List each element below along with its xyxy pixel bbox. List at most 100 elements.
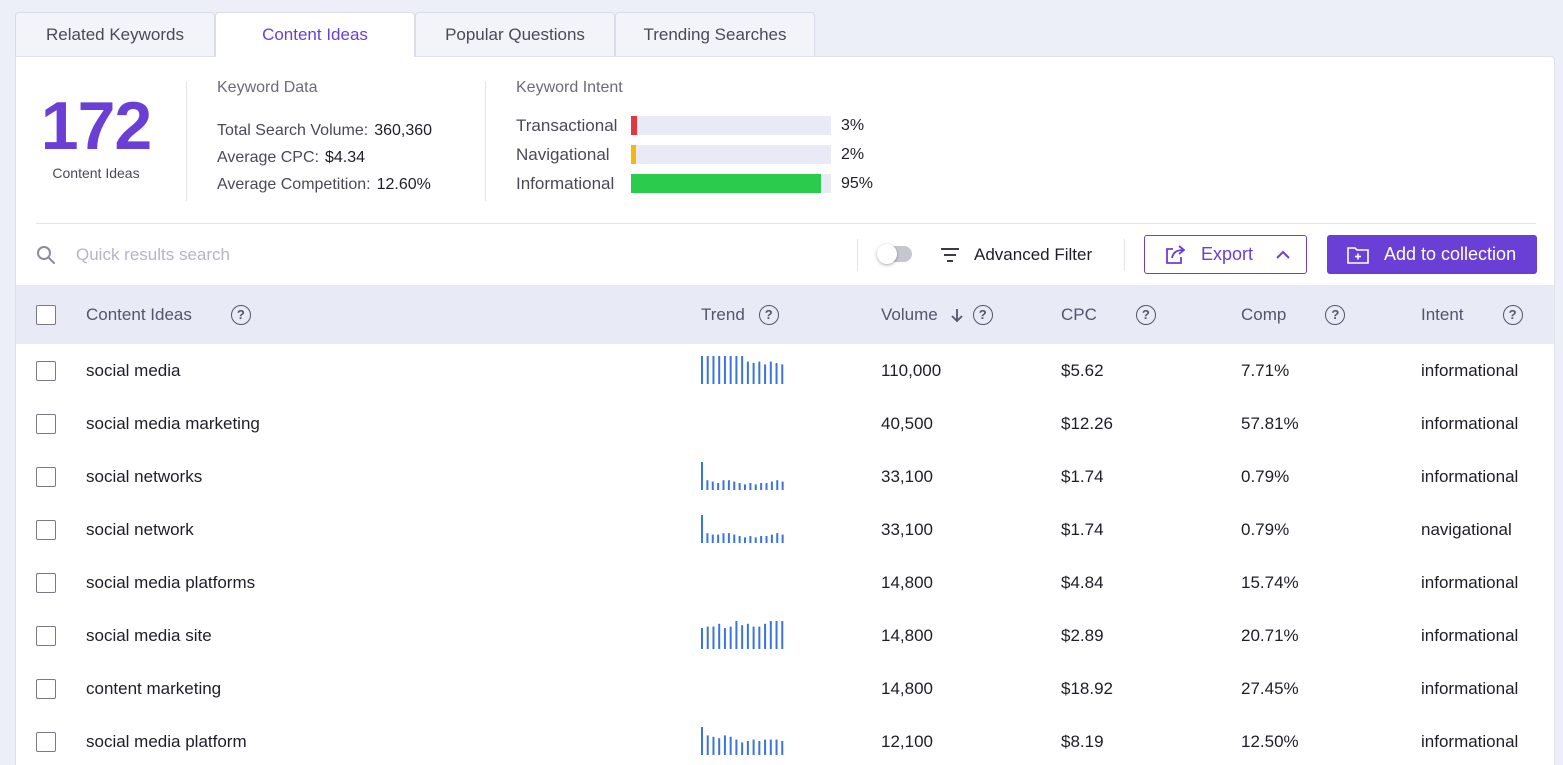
table-row[interactable]: social media 110,000 $5.62 7.71% information… <box>16 344 1554 397</box>
trend-bar <box>712 736 715 755</box>
tab-popular-questions[interactable]: Popular Questions <box>415 12 615 56</box>
trend-bar <box>781 481 784 490</box>
keyword-cell[interactable]: social media site <box>86 625 212 645</box>
column-header-comp[interactable]: Comp ? <box>1241 285 1346 344</box>
row-checkbox[interactable] <box>36 678 56 699</box>
column-header-intent[interactable]: Intent ? <box>1421 285 1523 344</box>
table-row[interactable]: social media platforms 14,800 $4.84 15.74% i… <box>16 556 1554 609</box>
export-label: Export <box>1201 244 1254 264</box>
content-panel: 172 Content Ideas Keyword Data Total Sea… <box>15 56 1555 765</box>
intent-bar-fill <box>631 116 637 135</box>
select-all-checkbox[interactable] <box>36 304 56 325</box>
row-checkbox[interactable] <box>36 360 56 381</box>
divider <box>36 223 1536 224</box>
help-icon[interactable]: ? <box>1325 304 1346 325</box>
cpc-cell: $2.89 <box>1061 625 1104 645</box>
help-icon[interactable]: ? <box>230 304 251 325</box>
row-checkbox-cell <box>36 556 56 609</box>
comp-cell: 0.79% <box>1241 466 1290 486</box>
tab-related-keywords[interactable]: Related Keywords <box>15 12 215 56</box>
keyword-cell[interactable]: social media marketing <box>86 413 260 433</box>
cpc-cell: $4.84 <box>1061 572 1104 592</box>
trend-bar <box>738 483 741 490</box>
row-checkbox[interactable] <box>36 519 56 540</box>
keyword-cell[interactable]: social media platform <box>86 731 247 751</box>
trend-bar <box>770 534 773 543</box>
volume-cell: 14,800 <box>881 572 933 592</box>
help-icon[interactable]: ? <box>1135 304 1156 325</box>
trend-bar <box>769 361 772 384</box>
trend-sparkline <box>701 356 784 384</box>
column-header-keyword[interactable]: Content Ideas ? <box>86 285 251 344</box>
average-competition-value: 12.60% <box>376 176 431 193</box>
row-checkbox[interactable] <box>36 413 56 434</box>
add-to-collection-label: Add to collection <box>1384 244 1517 264</box>
keyword-cell[interactable]: content marketing <box>86 678 222 698</box>
tab-trending-searches[interactable]: Trending Searches <box>615 12 815 56</box>
advanced-filter-button[interactable]: Advanced Filter <box>940 241 1092 269</box>
comp-cell: 0.79% <box>1241 519 1290 539</box>
table-row[interactable]: social media marketing 40,500 $12.26 57.81%… <box>16 397 1554 450</box>
volume-cell: 33,100 <box>881 466 933 486</box>
trend-bar <box>760 483 763 490</box>
column-header-trend[interactable]: Trend ? <box>701 285 779 344</box>
trend-bar <box>764 623 767 649</box>
trend-bar <box>769 621 772 649</box>
trend-bar <box>712 356 715 384</box>
trend-bar <box>781 364 784 384</box>
trend-bar <box>749 483 752 490</box>
trend-bar <box>717 534 720 543</box>
trend-bar <box>770 481 773 490</box>
trend-bar <box>775 739 778 755</box>
column-header-cpc[interactable]: CPC ? <box>1061 285 1156 344</box>
trend-bar <box>776 480 779 490</box>
intent-cell: informational <box>1421 572 1519 592</box>
search-icon <box>37 246 55 264</box>
trend-bar <box>758 741 761 755</box>
filter-toggle[interactable] <box>877 244 912 264</box>
row-checkbox[interactable] <box>36 466 56 487</box>
trend-bar <box>741 742 744 755</box>
help-icon[interactable]: ? <box>758 304 779 325</box>
row-checkbox-cell <box>36 662 56 715</box>
tab-content-ideas[interactable]: Content Ideas <box>215 12 415 57</box>
keyword-cell[interactable]: social media platforms <box>86 572 256 592</box>
trend-bar <box>738 536 741 543</box>
table-row[interactable]: content marketing 14,800 $18.92 27.45% infor… <box>16 662 1554 715</box>
row-checkbox[interactable] <box>36 572 56 593</box>
trend-bar <box>775 621 778 649</box>
table-row[interactable]: social network 33,100 $1.74 0.79% navigation… <box>16 503 1554 556</box>
trend-bar <box>706 480 709 490</box>
sort-down-arrow-icon[interactable] <box>950 307 964 323</box>
trend-bar <box>764 364 767 384</box>
divider <box>186 81 187 201</box>
help-icon[interactable]: ? <box>1502 304 1523 325</box>
trend-bar <box>758 361 761 384</box>
average-cpc-value: $4.34 <box>324 149 366 166</box>
keyword-data-title: Keyword Data <box>217 79 318 96</box>
table-row[interactable]: social networks 33,100 $1.74 0.79% informati… <box>16 450 1554 503</box>
trend-bar <box>711 534 714 543</box>
content-ideas-count-block: 172 Content Ideas <box>36 91 156 181</box>
quick-search-input[interactable] <box>76 239 476 271</box>
keyword-cell[interactable]: social networks <box>86 466 203 486</box>
table-row[interactable]: social media site 14,800 $2.89 20.71% inform… <box>16 609 1554 662</box>
keyword-cell[interactable]: social media <box>86 360 181 380</box>
help-icon[interactable]: ? <box>972 304 993 325</box>
filter-lines-icon <box>941 248 959 262</box>
row-checkbox[interactable] <box>36 625 56 646</box>
chevron-up-icon <box>1276 250 1290 259</box>
trend-bar <box>735 739 738 755</box>
trend-bar <box>746 361 749 384</box>
trend-bar <box>727 480 730 490</box>
table-row[interactable]: social media platform 12,100 $8.19 12.50% in… <box>16 715 1554 765</box>
trend-bar <box>752 626 755 649</box>
keyword-cell[interactable]: social network <box>86 519 194 539</box>
trend-bar <box>781 534 784 543</box>
cpc-cell: $1.74 <box>1061 519 1104 539</box>
column-header-volume[interactable]: Volume ? <box>881 285 993 344</box>
row-checkbox[interactable] <box>36 731 56 752</box>
export-button[interactable]: Export <box>1144 235 1307 274</box>
intent-cell: informational <box>1421 625 1519 645</box>
add-to-collection-button[interactable]: Add to collection <box>1327 235 1537 274</box>
